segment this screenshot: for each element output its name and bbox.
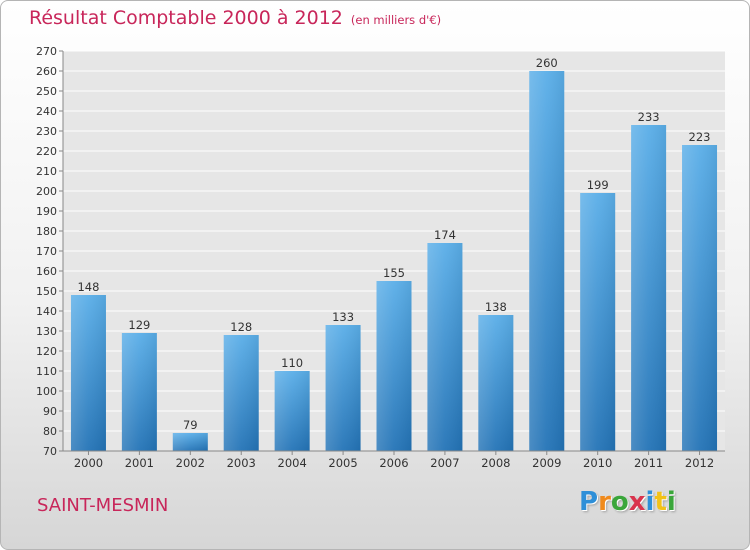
- data-label-2001: 129: [128, 318, 150, 332]
- bar-sheen-2008: [478, 315, 514, 451]
- data-label-2008: 138: [485, 300, 507, 314]
- data-label-2007: 174: [434, 228, 456, 242]
- y-tick-label: 90: [43, 405, 57, 418]
- x-tick-label: 2012: [685, 456, 714, 470]
- data-label-2011: 233: [638, 110, 660, 124]
- proxiti-logo: Proxiti: [579, 487, 676, 517]
- bar-sheen-2003: [223, 335, 259, 451]
- x-tick-label: 2008: [481, 456, 510, 470]
- y-tick-label: 220: [36, 145, 57, 158]
- chart-title-main: Résultat Comptable 2000 à 2012: [29, 7, 343, 29]
- bar-sheen-2009: [529, 71, 565, 451]
- x-tick-label: 2005: [328, 456, 357, 470]
- data-label-2002: 79: [183, 418, 198, 432]
- x-tick-label: 2001: [125, 456, 154, 470]
- logo-letter: P: [579, 487, 599, 517]
- y-tick-label: 130: [36, 325, 57, 338]
- bar-sheen-2002: [172, 433, 208, 451]
- data-label-2004: 110: [281, 356, 303, 370]
- y-tick-label: 190: [36, 205, 57, 218]
- bar-sheen-2012: [682, 145, 718, 451]
- y-tick-label: 240: [36, 105, 57, 118]
- y-tick-label: 170: [36, 245, 57, 258]
- bar-sheen-2010: [580, 193, 616, 451]
- bar-sheen-2011: [631, 125, 667, 451]
- chart-title: Résultat Comptable 2000 à 2012 (en millie…: [29, 7, 441, 29]
- data-label-2009: 260: [536, 56, 558, 70]
- x-tick-label: 2010: [583, 456, 612, 470]
- bar-sheen-2001: [121, 333, 157, 451]
- y-tick-label: 250: [36, 85, 57, 98]
- logo-letter: r: [598, 487, 611, 517]
- data-label-2005: 133: [332, 310, 354, 324]
- y-tick-label: 100: [36, 385, 57, 398]
- x-tick-label: 2003: [227, 456, 256, 470]
- logo-letter: i: [666, 487, 676, 517]
- x-tick-label: 2004: [278, 456, 307, 470]
- y-tick-label: 200: [36, 185, 57, 198]
- data-label-2006: 155: [383, 266, 405, 280]
- y-tick-label: 120: [36, 345, 57, 358]
- x-tick-label: 2007: [430, 456, 459, 470]
- logo-letter: o: [610, 487, 629, 517]
- bar-sheen-2004: [274, 371, 310, 451]
- data-label-2010: 199: [587, 178, 609, 192]
- data-label-2003: 128: [230, 320, 252, 334]
- y-tick-label: 110: [36, 365, 57, 378]
- y-tick-label: 70: [43, 445, 57, 458]
- x-tick-label: 2000: [74, 456, 103, 470]
- chart-title-sub: (en milliers d'€): [350, 13, 442, 27]
- y-tick-label: 140: [36, 305, 57, 318]
- y-tick-label: 260: [36, 65, 57, 78]
- x-tick-label: 2002: [176, 456, 205, 470]
- bar-sheen-2000: [70, 295, 106, 451]
- y-tick-label: 160: [36, 265, 57, 278]
- logo-letter: t: [654, 487, 667, 517]
- x-tick-label: 2011: [634, 456, 663, 470]
- y-tick-label: 180: [36, 225, 57, 238]
- bar-sheen-2006: [376, 281, 412, 451]
- y-tick-label: 80: [43, 425, 57, 438]
- y-tick-label: 270: [36, 45, 57, 58]
- bar-sheen-2005: [325, 325, 361, 451]
- y-tick-label: 230: [36, 125, 57, 138]
- logo-letter: x: [628, 487, 646, 517]
- city-name: SAINT-MESMIN: [37, 495, 169, 516]
- y-tick-label: 210: [36, 165, 57, 178]
- x-tick-label: 2009: [532, 456, 561, 470]
- data-label-2012: 223: [689, 130, 711, 144]
- x-tick-label: 2006: [379, 456, 408, 470]
- logo-letter: i: [645, 487, 655, 517]
- bar-sheen-2007: [427, 243, 463, 451]
- data-label-2000: 148: [77, 280, 99, 294]
- y-tick-label: 150: [36, 285, 57, 298]
